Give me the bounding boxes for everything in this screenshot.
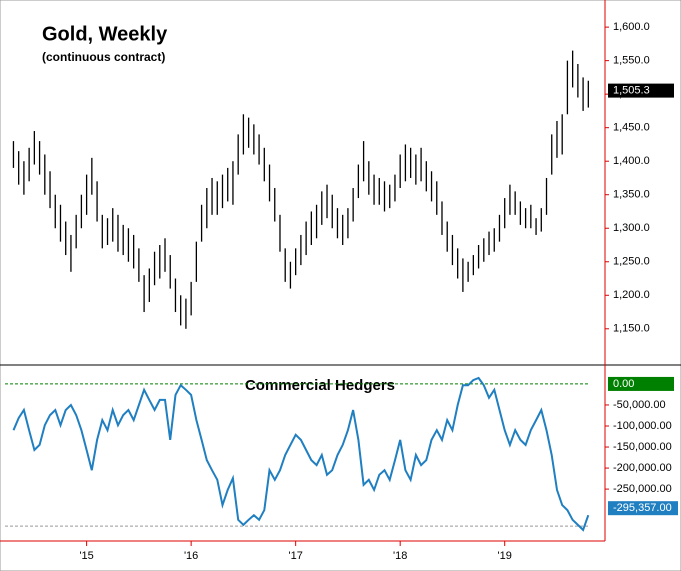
y-tick-label: 1,150.0 (613, 323, 650, 335)
panel-title: Commercial Hedgers (245, 377, 395, 394)
x-tick-label: '16 (184, 550, 198, 562)
chart-title: Gold, Weekly (42, 23, 168, 45)
last-value-label: -295,357.00 (613, 502, 672, 514)
last-value-label: 1,505.3 (613, 85, 650, 97)
x-tick-label: '17 (288, 550, 302, 562)
x-tick-label: '18 (393, 550, 407, 562)
y-tick-label: 1,450.0 (613, 122, 650, 134)
y-tick-label: -250,000.00 (613, 483, 672, 495)
hedgers-line (12, 376, 590, 532)
y-tick-label: 1,350.0 (613, 189, 650, 201)
last-value-box (608, 501, 678, 516)
reference-label-box (608, 376, 674, 391)
chart-subtitle: (continuous contract) (42, 50, 165, 64)
y-tick-label: 1,250.0 (613, 256, 650, 268)
y-tick-label: 1,600.0 (613, 21, 650, 33)
y-tick-label: 1,400.0 (613, 155, 650, 167)
y-tick-label: 1,300.0 (613, 222, 650, 234)
y-tick-label: 1,200.0 (613, 289, 650, 301)
y-tick-label: -200,000.00 (613, 462, 672, 474)
reference-label: 0.00 (613, 378, 634, 390)
y-tick-label: -50,000.00 (613, 399, 666, 411)
last-value-box (608, 83, 674, 98)
y-tick-label: -150,000.00 (613, 441, 672, 453)
y-tick-label: -100,000.00 (613, 420, 672, 432)
x-tick-label: '15 (79, 550, 93, 562)
x-tick-label: '19 (498, 550, 512, 562)
y-tick-label: 1,550.0 (613, 55, 650, 67)
